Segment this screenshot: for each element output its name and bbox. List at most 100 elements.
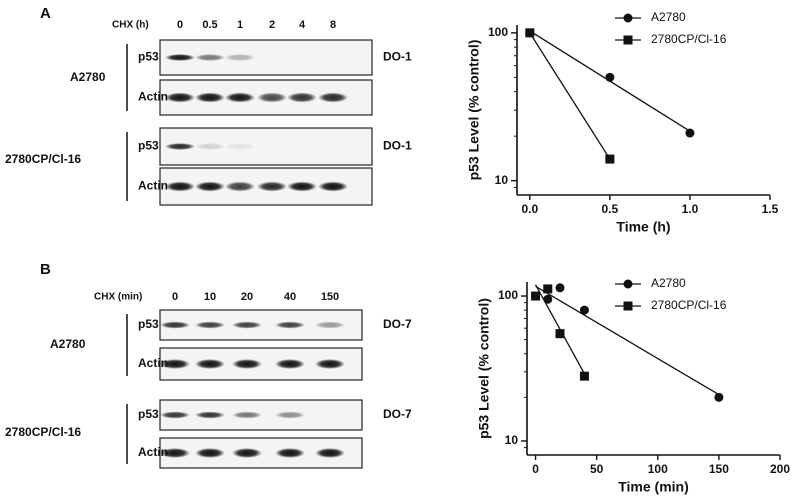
fit-line — [535, 285, 720, 396]
timepoint-label: 10 — [204, 291, 216, 303]
timepoint-label: 20 — [241, 291, 253, 303]
panel-label: A — [40, 5, 51, 22]
blot-band — [232, 448, 262, 458]
blot-band — [195, 321, 225, 329]
antibody-label: DO-1 — [383, 139, 412, 153]
blot-band — [287, 92, 317, 103]
blot-band — [318, 92, 348, 103]
legend-marker — [623, 35, 633, 45]
x-tick-label: 0.5 — [602, 202, 619, 216]
y-axis-title: p53 Level (% control) — [476, 298, 492, 439]
blot-band — [195, 143, 225, 150]
marker-circle — [714, 392, 724, 402]
y-axis-title: p53 Level (% control) — [466, 40, 482, 181]
blot-band — [195, 448, 225, 458]
timepoint-label: 150 — [321, 291, 339, 303]
blot-band — [225, 181, 255, 192]
marker-square — [579, 371, 589, 381]
x-tick-label: 1.0 — [682, 202, 699, 216]
blot-band — [257, 92, 287, 103]
legend-label: A2780 — [651, 276, 686, 290]
marker-circle — [579, 305, 589, 315]
fit-line — [529, 32, 611, 160]
marker-square — [555, 329, 565, 339]
x-tick-label: 1.5 — [762, 202, 779, 216]
blot-band — [195, 54, 225, 61]
cell-line-label: A2780 — [50, 337, 86, 351]
blot-band — [287, 181, 317, 192]
marker-square — [531, 291, 541, 301]
blot-band — [195, 359, 225, 369]
timepoint-label: 8 — [330, 19, 336, 31]
y-tick-label: 10 — [505, 433, 519, 447]
row-label: Actin — [138, 179, 168, 193]
blot-band — [165, 92, 195, 103]
timepoint-label: 0 — [172, 291, 178, 303]
x-axis-title: Time (h) — [616, 219, 670, 235]
marker-circle — [555, 283, 565, 293]
legend-label: 2780CP/Cl-16 — [651, 298, 727, 312]
blot-band — [160, 448, 190, 458]
blot-band — [165, 143, 195, 150]
legend-marker — [623, 301, 633, 311]
blot-band — [195, 411, 225, 419]
row-label: p53 — [138, 407, 159, 421]
legend-label: 2780CP/Cl-16 — [651, 32, 727, 46]
row-label: p53 — [138, 317, 159, 331]
blot-band — [275, 359, 305, 369]
blot-band — [232, 359, 262, 369]
blot-band — [232, 411, 262, 419]
cell-line-label: 2780CP/Cl-16 — [5, 425, 81, 439]
blot-band — [225, 143, 255, 150]
marker-circle — [685, 128, 695, 138]
x-axis-title: Time (min) — [618, 479, 689, 495]
legend-marker — [623, 13, 633, 23]
timepoint-label: 2 — [269, 19, 275, 31]
timepoint-label: 0.5 — [202, 19, 217, 31]
row-label: Actin — [138, 445, 168, 459]
marker-square — [543, 284, 553, 294]
blot-band — [315, 321, 345, 329]
treatment-label: CHX (h) — [112, 20, 149, 31]
blot-band — [195, 181, 225, 192]
panel-label: B — [40, 261, 51, 278]
timepoint-label: 1 — [237, 19, 243, 31]
blot-band — [318, 181, 348, 192]
x-tick-label: 0 — [532, 462, 539, 476]
x-tick-label: 200 — [770, 462, 790, 476]
x-tick-label: 100 — [648, 462, 668, 476]
x-tick-label: 50 — [590, 462, 604, 476]
antibody-label: DO-7 — [383, 407, 412, 421]
marker-circle — [605, 72, 615, 82]
legend-marker — [623, 279, 633, 289]
cell-line-label: 2780CP/Cl-16 — [5, 152, 81, 166]
row-label: p53 — [138, 50, 159, 64]
antibody-label: DO-7 — [383, 317, 412, 331]
timepoint-label: 40 — [284, 291, 296, 303]
blot-band — [195, 92, 225, 103]
treatment-label: CHX (min) — [94, 292, 142, 303]
blot-band — [315, 359, 345, 369]
timepoint-label: 4 — [299, 19, 306, 31]
legend-label: A2780 — [651, 10, 686, 24]
x-tick-label: 0.0 — [521, 202, 538, 216]
marker-circle — [543, 294, 553, 304]
marker-square — [605, 154, 615, 164]
blot-band — [165, 54, 195, 61]
blot-band — [225, 54, 255, 61]
y-tick-label: 100 — [488, 25, 508, 39]
blot-band — [275, 448, 305, 458]
blot-band — [257, 181, 287, 192]
blot-band — [160, 321, 190, 329]
antibody-label: DO-1 — [383, 50, 412, 64]
cell-line-label: A2780 — [70, 70, 106, 84]
marker-square — [525, 28, 535, 38]
blot-band — [225, 92, 255, 103]
x-tick-label: 150 — [709, 462, 729, 476]
blot-band — [232, 321, 262, 329]
row-label: Actin — [138, 356, 168, 370]
blot-band — [315, 448, 345, 458]
blot-band — [275, 411, 305, 419]
y-tick-label: 100 — [498, 288, 518, 302]
y-tick-label: 10 — [495, 173, 509, 187]
